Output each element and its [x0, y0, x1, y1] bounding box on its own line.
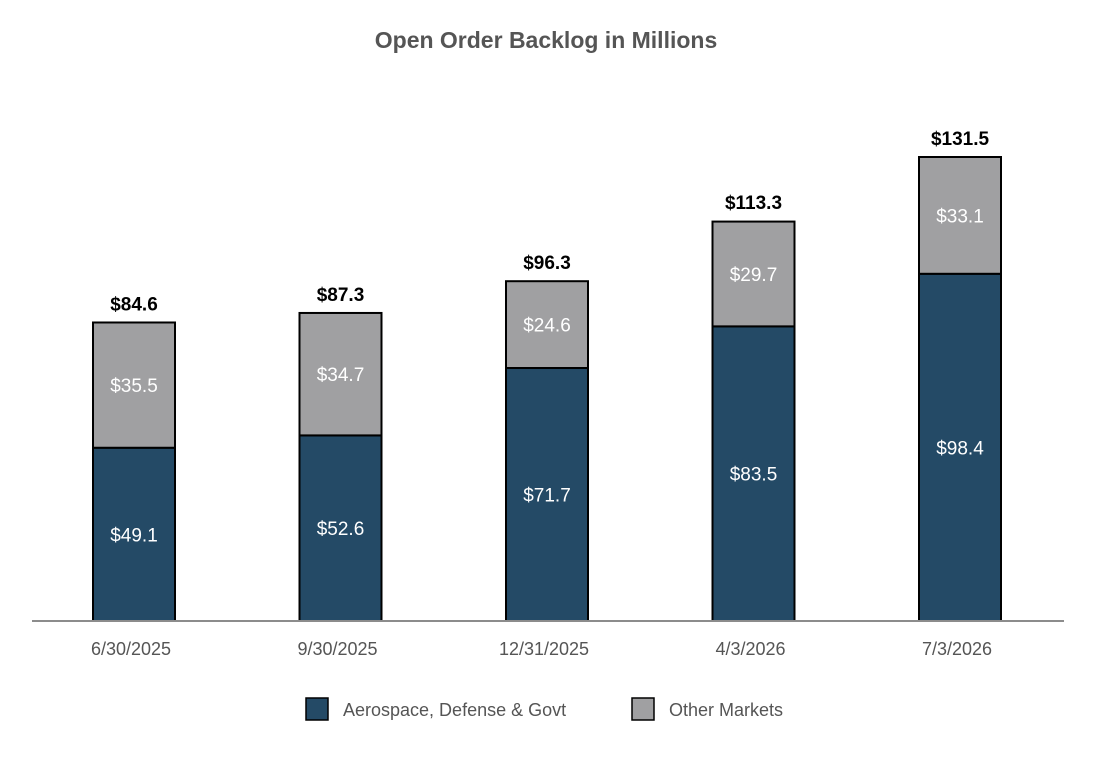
value-label-other-markets-2: $34.7 [317, 365, 365, 386]
legend-label-other-markets: Other Markets [669, 700, 783, 720]
value-label-other-markets-3: $24.6 [523, 316, 571, 337]
total-label-3: $96.3 [523, 253, 571, 274]
x-tick-label-1: 6/30/2025 [91, 639, 171, 659]
bar-other-markets-5 [918, 156, 1002, 275]
chart-title: Open Order Backlog in Millions [375, 27, 718, 53]
legend-swatch-other-markets [631, 697, 655, 721]
total-label-4: $113.3 [725, 193, 782, 214]
bar-other-markets-4 [711, 220, 796, 328]
value-label-other-markets-4: $29.7 [730, 265, 778, 286]
bars-layer: $49.1 $35.5 $84.6 $52.6 $34.7 $87.3 $71.7 $24.6… [92, 129, 1002, 622]
x-tick-labels: 6/30/2025 9/30/2025 12/31/2025 4/3/2026 7/3/… [91, 639, 992, 659]
x-tick-label-5: 7/3/2026 [922, 639, 992, 659]
value-label-aerospace-4: $83.5 [730, 465, 778, 486]
bar-other-markets-3 [505, 280, 589, 370]
value-label-other-markets-5: $33.1 [936, 206, 984, 227]
bar-other-markets-2 [298, 311, 383, 437]
legend-label-aerospace: Aerospace, Defense & Govt [343, 700, 566, 720]
value-label-aerospace-5: $98.4 [936, 438, 984, 459]
bar-aerospace-1 [92, 446, 176, 622]
legend: Aerospace, Defense & Govt Other Markets [305, 697, 783, 721]
value-label-aerospace-2: $52.6 [317, 519, 365, 540]
value-label-aerospace-3: $71.7 [523, 486, 571, 507]
total-label-2: $87.3 [317, 285, 365, 306]
bar-other-markets-1 [92, 321, 176, 449]
total-label-5: $131.5 [931, 129, 990, 150]
value-label-aerospace-1: $49.1 [110, 525, 158, 546]
total-label-1: $84.6 [110, 294, 158, 315]
x-tick-label-4: 4/3/2026 [715, 639, 785, 659]
legend-swatch-aerospace [305, 697, 329, 721]
x-tick-label-2: 9/30/2025 [297, 639, 377, 659]
x-tick-label-3: 12/31/2025 [499, 639, 589, 659]
value-label-other-markets-1: $35.5 [110, 376, 158, 397]
